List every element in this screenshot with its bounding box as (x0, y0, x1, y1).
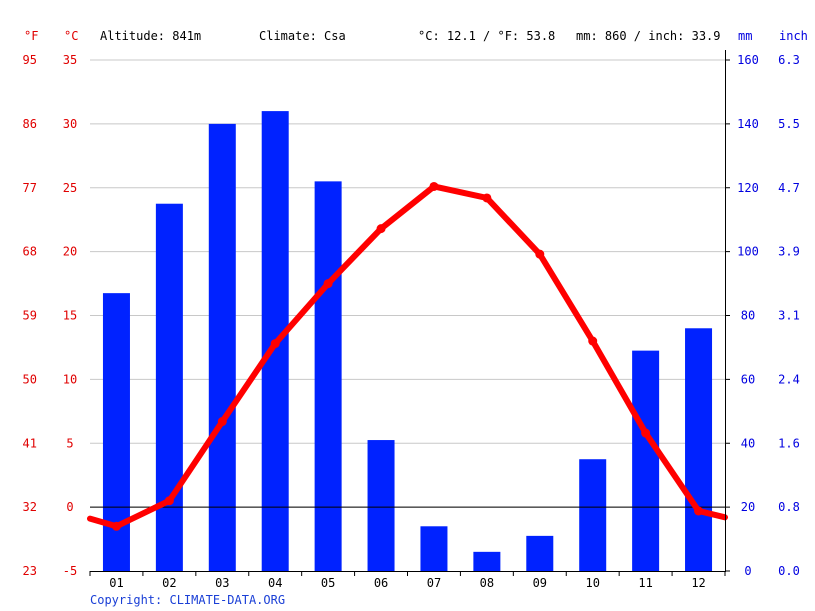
mm-tick-label: 40 (741, 436, 755, 450)
inch-tick-label: 0.8 (778, 500, 800, 514)
month-label: 04 (268, 576, 282, 590)
inch-tick-label: 2.4 (778, 372, 800, 386)
celsius-tick-label: 25 (63, 181, 77, 195)
fahrenheit-tick-label: 95 (23, 53, 37, 67)
inch-tick-label: 1.6 (778, 436, 800, 450)
temperature-point (429, 181, 439, 191)
unit-mm-label: mm (738, 29, 752, 43)
temperature-point (641, 428, 651, 438)
temperature-point (482, 193, 492, 203)
climate-label: Climate: Csa (259, 29, 346, 43)
precipitation-bar (579, 459, 607, 571)
precipitation-bar (314, 181, 342, 572)
precipitation-bars (102, 111, 713, 572)
fahrenheit-tick-label: 77 (23, 181, 37, 195)
inch-tick-label: 0.0 (778, 564, 800, 578)
fahrenheit-tick-label: 41 (23, 436, 37, 450)
precipitation-bar (632, 350, 660, 571)
month-label: 06 (374, 576, 388, 590)
altitude-label: Altitude: 841m (100, 29, 201, 43)
unit-celsius-label: °C (64, 29, 78, 43)
chart-header: °F °C Altitude: 841m Climate: Csa °C: 12… (24, 29, 808, 43)
month-label: 05 (321, 576, 335, 590)
unit-fahrenheit-label: °F (24, 29, 38, 43)
month-label: 02 (162, 576, 176, 590)
fahrenheit-tick-label: 23 (23, 564, 37, 578)
month-label: 10 (585, 576, 599, 590)
month-label: 07 (427, 576, 441, 590)
month-label: 12 (691, 576, 705, 590)
average-temperature-label: °C: 12.1 / °F: 53.8 (418, 29, 555, 43)
celsius-tick-label: 5 (66, 436, 73, 450)
x-axis-ticks: 01 02 03 04 05 06 07 08 09 10 11 12 (89, 571, 726, 590)
celsius-tick-label: 15 (63, 309, 77, 323)
temperature-polyline (87, 183, 728, 530)
month-label: 11 (638, 576, 652, 590)
temperature-point (535, 249, 545, 259)
temperature-point (164, 496, 174, 506)
celsius-tick-label: 0 (66, 500, 73, 514)
left-axis-ticks: 23 -5 32 0 41 5 50 10 59 15 68 20 77 25 86 30 95 35 (23, 53, 78, 578)
temperature-point (111, 521, 121, 531)
temperature-point (270, 339, 280, 349)
annual-precipitation-label: mm: 860 / inch: 33.9 (576, 29, 721, 43)
precipitation-bar (208, 123, 236, 571)
temperature-point (376, 224, 386, 234)
unit-inch-label: inch (779, 29, 808, 43)
precipitation-bar (526, 535, 554, 571)
fahrenheit-tick-label: 68 (23, 245, 37, 259)
month-label: 01 (109, 576, 123, 590)
celsius-tick-label: -5 (63, 564, 77, 578)
inch-tick-label: 4.7 (778, 181, 800, 195)
precipitation-bar (155, 203, 183, 571)
month-label: 09 (533, 576, 547, 590)
celsius-tick-label: 20 (63, 245, 77, 259)
grid-lines (90, 59, 725, 508)
mm-tick-label: 160 (737, 53, 759, 67)
celsius-tick-label: 35 (63, 53, 77, 67)
precipitation-bar (367, 440, 395, 571)
axes (90, 50, 726, 572)
mm-tick-label: 100 (737, 245, 759, 259)
inch-tick-label: 3.1 (778, 309, 800, 323)
inch-tick-label: 3.9 (778, 245, 800, 259)
celsius-tick-label: 10 (63, 372, 77, 386)
mm-tick-label: 0 (744, 564, 751, 578)
month-label: 08 (480, 576, 494, 590)
right-axis-ticks: 0 0.0 20 0.8 40 1.6 60 2.4 80 3.1 100 3.9 120 4.7 140 5… (725, 53, 800, 578)
fahrenheit-tick-label: 50 (23, 372, 37, 386)
mm-tick-label: 120 (737, 181, 759, 195)
temperature-line (87, 181, 728, 531)
temperature-point (588, 336, 598, 346)
copyright-label: Copyright: CLIMATE-DATA.ORG (90, 593, 285, 607)
temperature-point (217, 417, 227, 427)
precipitation-bar (685, 328, 713, 571)
temperature-point (323, 279, 333, 289)
fahrenheit-tick-label: 59 (23, 309, 37, 323)
inch-tick-label: 6.3 (778, 53, 800, 67)
celsius-tick-label: 30 (63, 117, 77, 131)
mm-tick-label: 20 (741, 500, 755, 514)
temperature-point (694, 506, 704, 516)
precipitation-bar (473, 551, 501, 571)
fahrenheit-tick-label: 32 (23, 500, 37, 514)
mm-tick-label: 80 (741, 309, 755, 323)
month-label: 03 (215, 576, 229, 590)
inch-tick-label: 5.5 (778, 117, 800, 131)
precipitation-bar (420, 526, 448, 571)
mm-tick-label: 140 (737, 117, 759, 131)
mm-tick-label: 60 (741, 372, 755, 386)
fahrenheit-tick-label: 86 (23, 117, 37, 131)
